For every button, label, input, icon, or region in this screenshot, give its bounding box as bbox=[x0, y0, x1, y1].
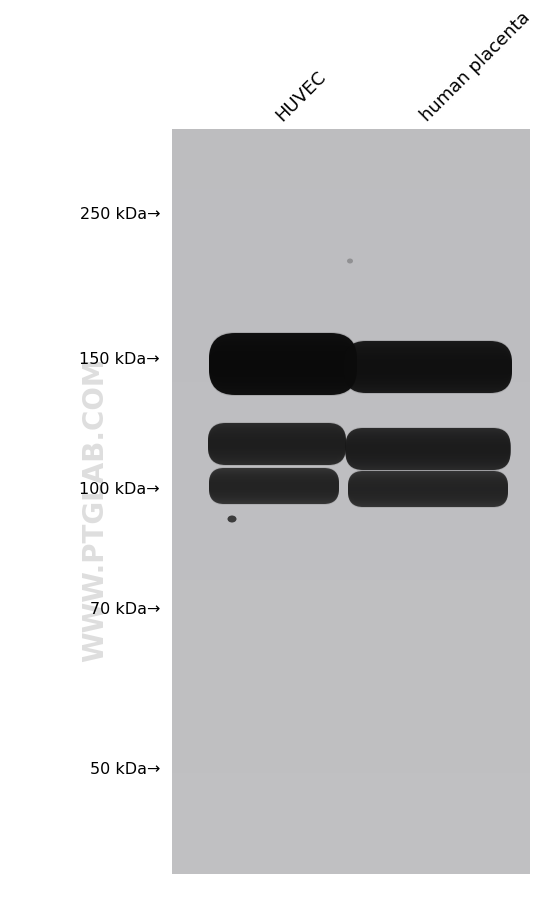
FancyBboxPatch shape bbox=[344, 346, 512, 389]
FancyBboxPatch shape bbox=[348, 474, 508, 504]
FancyBboxPatch shape bbox=[348, 474, 508, 505]
FancyBboxPatch shape bbox=[348, 473, 508, 506]
FancyBboxPatch shape bbox=[209, 473, 339, 501]
FancyBboxPatch shape bbox=[344, 341, 512, 394]
FancyBboxPatch shape bbox=[344, 348, 512, 387]
Ellipse shape bbox=[227, 516, 237, 523]
FancyBboxPatch shape bbox=[209, 475, 339, 497]
FancyBboxPatch shape bbox=[208, 436, 346, 454]
FancyBboxPatch shape bbox=[346, 437, 510, 462]
Bar bbox=[172, 130, 530, 874]
Text: 50 kDa→: 50 kDa→ bbox=[90, 761, 160, 777]
FancyBboxPatch shape bbox=[208, 422, 346, 466]
FancyBboxPatch shape bbox=[208, 426, 346, 463]
FancyBboxPatch shape bbox=[209, 355, 357, 374]
FancyBboxPatch shape bbox=[344, 354, 512, 382]
FancyBboxPatch shape bbox=[346, 428, 510, 471]
Text: human placenta: human placenta bbox=[417, 8, 534, 124]
FancyBboxPatch shape bbox=[344, 359, 512, 376]
FancyBboxPatch shape bbox=[346, 440, 510, 458]
FancyBboxPatch shape bbox=[344, 355, 512, 380]
FancyBboxPatch shape bbox=[346, 438, 510, 461]
FancyBboxPatch shape bbox=[346, 430, 510, 469]
FancyBboxPatch shape bbox=[209, 472, 339, 502]
Text: HUVEC: HUVEC bbox=[272, 68, 329, 124]
Text: 100 kDa→: 100 kDa→ bbox=[79, 482, 160, 497]
FancyBboxPatch shape bbox=[346, 431, 510, 468]
FancyBboxPatch shape bbox=[209, 467, 339, 505]
FancyBboxPatch shape bbox=[209, 341, 357, 388]
FancyBboxPatch shape bbox=[209, 354, 357, 376]
FancyBboxPatch shape bbox=[209, 339, 357, 390]
FancyBboxPatch shape bbox=[348, 478, 508, 501]
Text: WWW.PTGLAB.COM: WWW.PTGLAB.COM bbox=[81, 357, 109, 661]
FancyBboxPatch shape bbox=[209, 474, 339, 500]
FancyBboxPatch shape bbox=[346, 428, 510, 470]
FancyBboxPatch shape bbox=[209, 337, 357, 391]
FancyBboxPatch shape bbox=[346, 439, 510, 460]
FancyBboxPatch shape bbox=[348, 477, 508, 502]
FancyBboxPatch shape bbox=[348, 476, 508, 502]
FancyBboxPatch shape bbox=[208, 434, 346, 455]
FancyBboxPatch shape bbox=[209, 333, 357, 397]
FancyBboxPatch shape bbox=[348, 471, 508, 509]
FancyBboxPatch shape bbox=[208, 428, 346, 461]
FancyBboxPatch shape bbox=[209, 348, 357, 381]
FancyBboxPatch shape bbox=[209, 478, 339, 494]
FancyBboxPatch shape bbox=[346, 436, 510, 464]
FancyBboxPatch shape bbox=[346, 435, 510, 465]
FancyBboxPatch shape bbox=[208, 425, 346, 465]
FancyBboxPatch shape bbox=[344, 351, 512, 384]
FancyBboxPatch shape bbox=[208, 424, 346, 465]
FancyBboxPatch shape bbox=[209, 469, 339, 503]
FancyBboxPatch shape bbox=[209, 468, 339, 504]
FancyBboxPatch shape bbox=[348, 483, 508, 496]
FancyBboxPatch shape bbox=[209, 468, 339, 504]
FancyBboxPatch shape bbox=[208, 432, 346, 457]
FancyBboxPatch shape bbox=[348, 472, 508, 508]
FancyBboxPatch shape bbox=[209, 335, 357, 395]
FancyBboxPatch shape bbox=[209, 343, 357, 386]
FancyBboxPatch shape bbox=[348, 481, 508, 499]
FancyBboxPatch shape bbox=[209, 346, 357, 382]
FancyBboxPatch shape bbox=[348, 480, 508, 500]
FancyBboxPatch shape bbox=[348, 475, 508, 503]
FancyBboxPatch shape bbox=[209, 345, 357, 384]
FancyBboxPatch shape bbox=[209, 477, 339, 495]
FancyBboxPatch shape bbox=[209, 336, 357, 393]
FancyBboxPatch shape bbox=[344, 342, 512, 393]
FancyBboxPatch shape bbox=[346, 428, 510, 472]
FancyBboxPatch shape bbox=[346, 432, 510, 467]
FancyBboxPatch shape bbox=[344, 345, 512, 391]
FancyBboxPatch shape bbox=[208, 428, 346, 462]
FancyBboxPatch shape bbox=[208, 429, 346, 459]
Text: 250 kDa→: 250 kDa→ bbox=[79, 207, 160, 222]
FancyBboxPatch shape bbox=[208, 437, 346, 453]
FancyBboxPatch shape bbox=[344, 342, 512, 393]
FancyBboxPatch shape bbox=[344, 349, 512, 386]
FancyBboxPatch shape bbox=[209, 474, 339, 499]
Ellipse shape bbox=[347, 259, 353, 264]
FancyBboxPatch shape bbox=[344, 358, 512, 377]
FancyBboxPatch shape bbox=[348, 472, 508, 508]
FancyBboxPatch shape bbox=[344, 352, 512, 383]
FancyBboxPatch shape bbox=[344, 356, 512, 379]
FancyBboxPatch shape bbox=[209, 334, 357, 396]
FancyBboxPatch shape bbox=[209, 471, 339, 502]
Text: 70 kDa→: 70 kDa→ bbox=[90, 602, 160, 617]
FancyBboxPatch shape bbox=[209, 350, 357, 380]
Text: 150 kDa→: 150 kDa→ bbox=[79, 352, 160, 367]
FancyBboxPatch shape bbox=[208, 433, 346, 456]
FancyBboxPatch shape bbox=[209, 476, 339, 496]
FancyBboxPatch shape bbox=[209, 352, 357, 378]
FancyBboxPatch shape bbox=[348, 482, 508, 497]
FancyBboxPatch shape bbox=[208, 424, 346, 465]
FancyBboxPatch shape bbox=[346, 441, 510, 457]
FancyBboxPatch shape bbox=[208, 430, 346, 458]
FancyBboxPatch shape bbox=[346, 433, 510, 465]
FancyBboxPatch shape bbox=[344, 344, 512, 391]
